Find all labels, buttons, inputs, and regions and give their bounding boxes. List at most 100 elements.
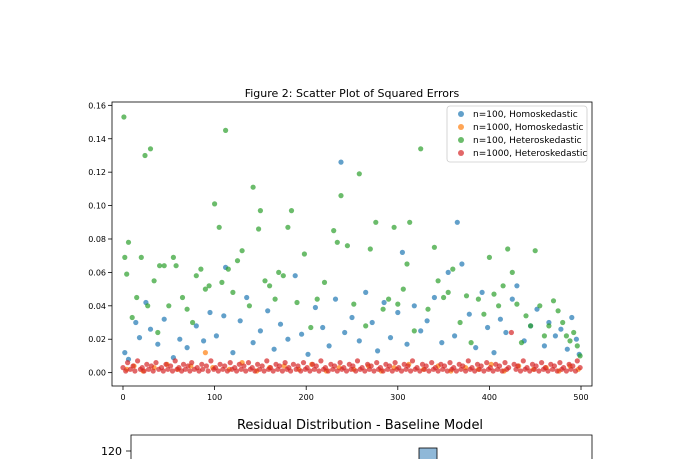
scatter-point-series-4	[259, 363, 265, 369]
scatter-point-series-3	[486, 254, 492, 260]
scatter-point-series-4	[255, 361, 261, 367]
legend-label-series-3: n=100, Heteroskedastic	[473, 136, 582, 146]
scatter-point-series-4	[389, 368, 395, 374]
scatter-point-series-4	[371, 368, 377, 374]
scatter-point-series-4	[298, 368, 304, 374]
scatter-point-series-4	[270, 368, 276, 374]
scatter-point-series-4	[264, 358, 270, 364]
scatter-point-series-4	[496, 363, 503, 369]
scatter-point-series-1	[514, 283, 520, 289]
scatter-point-series-3	[223, 127, 229, 133]
scatter-point-series-3	[308, 324, 314, 331]
scatter-point-series-3	[468, 340, 474, 346]
scatter-point-series-4	[300, 360, 307, 366]
scatter-point-series-4	[423, 363, 429, 369]
legend: n=100, Homoskedastic n=1000, Homoskedast…	[446, 105, 588, 163]
scatter-point-series-4	[160, 368, 166, 374]
scatter-point-series-1	[356, 338, 362, 344]
scatter-point-series-4	[481, 368, 487, 374]
scatter-point-series-4	[465, 358, 471, 364]
scatter-point-series-3	[441, 294, 447, 301]
scatter-point-series-4	[236, 361, 242, 367]
scatter-point-series-3	[400, 286, 406, 292]
scatter-point-series-4	[527, 368, 533, 374]
scatter-point-series-3	[198, 266, 204, 272]
scatter-point-series-4	[551, 363, 558, 369]
scatter-point-series-4	[318, 358, 324, 364]
scatter-point-series-3	[367, 246, 373, 252]
scatter-point-series-4	[577, 365, 583, 371]
scatter-point-series-4	[307, 368, 313, 374]
scatter-point-series-3	[193, 273, 199, 279]
scatter-point-series-4	[332, 363, 338, 369]
scatter-point-series-4	[472, 368, 478, 374]
x-tick-label: 200	[299, 393, 314, 402]
scatter-point-series-4	[189, 360, 195, 366]
y-tick-label: 0.10	[88, 202, 106, 211]
scatter-point-series-3	[546, 323, 552, 329]
scatter-point-series-4	[374, 360, 380, 366]
scatter-point-series-3	[463, 293, 470, 299]
scatter-point-series-3	[363, 323, 369, 329]
scatter-point-series-1	[277, 321, 284, 327]
scatter-point-series-3	[280, 273, 286, 279]
scatter-point-series-1	[445, 269, 451, 275]
scatter-point-series-3	[184, 306, 190, 312]
scatter-point-series-3	[331, 228, 337, 234]
scatter-point-series-4	[199, 361, 205, 367]
scatter-point-series-1	[338, 159, 344, 165]
scatter-point-series-4	[279, 368, 285, 374]
scatter-point-series-4	[180, 361, 187, 367]
scatter-point-series-4	[463, 368, 469, 374]
scatter-point-series-1	[221, 313, 227, 319]
histogram-frame	[130, 434, 593, 459]
scatter-point-series-4	[545, 368, 551, 374]
scatter-point-series-4	[484, 360, 490, 366]
scatter-point-series-3	[155, 329, 161, 336]
scatter-point-series-4	[125, 360, 131, 366]
scatter-point-series-4	[215, 368, 221, 374]
scatter-point-series-3	[577, 353, 583, 359]
scatter-point-series-1	[573, 336, 580, 342]
y-tick-label: 0.00	[88, 369, 106, 378]
scatter-point-series-4	[132, 368, 138, 374]
scatter-point-series-3	[338, 193, 344, 199]
scatter-point-series-3	[276, 269, 282, 275]
scatter-point-series-1	[491, 350, 497, 356]
x-tick-label: 100	[207, 393, 222, 402]
scatter-point-series-1	[332, 296, 339, 302]
scatter-point-series-4	[574, 358, 580, 364]
scatter-point-series-3	[404, 261, 410, 267]
scatter-point-series-1	[552, 333, 559, 339]
scatter-point-series-3	[481, 311, 487, 317]
scatter-point-series-3	[166, 303, 172, 309]
scatter-point-series-1	[541, 343, 548, 349]
scatter-point-series-3	[518, 340, 525, 346]
scatter-point-series-3	[395, 301, 401, 307]
scatter-point-series-3	[571, 329, 577, 336]
scatter-point-series-2	[202, 350, 208, 356]
scatter-point-series-3	[411, 328, 417, 334]
x-tick-label: 0	[120, 393, 125, 402]
scatter-point-series-4	[460, 363, 466, 369]
scatter-point-series-4	[334, 368, 340, 374]
scatter-point-series-4	[554, 368, 560, 374]
scatter-point-series-3	[250, 184, 256, 190]
x-tick-label: 500	[573, 393, 588, 402]
scatter-point-series-4	[506, 365, 512, 371]
scatter-point-series-4	[362, 368, 368, 374]
scatter-point-series-1	[271, 346, 277, 352]
scatter-point-series-4	[533, 363, 539, 369]
scatter-point-series-1	[312, 304, 318, 311]
scatter-point-series-4	[380, 368, 386, 374]
scatter-point-series-4	[282, 360, 288, 366]
scatter-point-series-4	[169, 368, 176, 374]
scatter-point-series-1	[147, 326, 154, 332]
scatter-point-series-4	[234, 368, 240, 374]
legend-marker-series-3	[458, 137, 464, 143]
y-tick-label: 0.14	[88, 135, 106, 144]
scatter-point-series-4	[572, 368, 579, 374]
scatter-point-series-4	[447, 360, 453, 366]
legend-label-series-4: n=1000, Heteroskedastic	[473, 149, 587, 159]
